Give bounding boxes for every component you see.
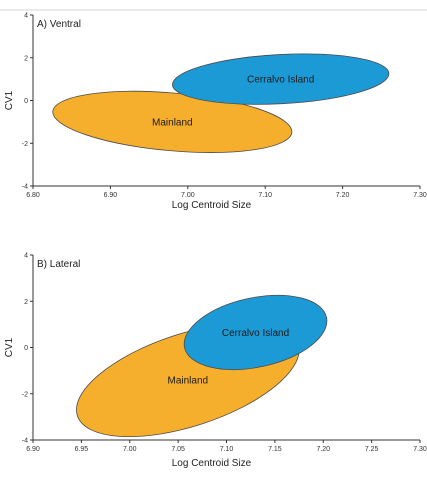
x-tick-label: 7.10 bbox=[220, 446, 234, 453]
y-tick-label: 4 bbox=[24, 13, 28, 20]
x-tick-label: 7.20 bbox=[336, 192, 350, 199]
x-tick-label: 7.20 bbox=[316, 446, 330, 453]
panel-title: A) Ventral bbox=[37, 19, 81, 30]
panel-title: B) Lateral bbox=[37, 259, 80, 270]
y-tick-label: -2 bbox=[22, 391, 28, 398]
x-tick-label: 6.90 bbox=[26, 446, 40, 453]
y-tick-label: -2 bbox=[22, 141, 28, 148]
cerralvo-island-label: Cerralvo Island bbox=[222, 328, 289, 339]
x-tick-label: 6.90 bbox=[104, 192, 118, 199]
y-tick-label: 2 bbox=[24, 299, 28, 306]
x-axis-label: Log Centroid Size bbox=[172, 200, 252, 211]
x-axis-label: Log Centroid Size bbox=[172, 458, 252, 469]
panel-lateral: Mainland Cerralvo Island 6.90 6.95 7.00 7.05 7… bbox=[4, 253, 427, 470]
mainland-label: Mainland bbox=[168, 375, 209, 386]
x-tick-label: 7.30 bbox=[413, 192, 427, 199]
y-tick-label: -4 bbox=[22, 438, 28, 445]
x-tick-label: 7.10 bbox=[258, 192, 272, 199]
y-tick-label: 2 bbox=[24, 55, 28, 62]
x-tick-label: 7.30 bbox=[413, 446, 427, 453]
y-tick-label: 4 bbox=[24, 253, 28, 260]
y-axis-label: CV1 bbox=[4, 337, 15, 357]
x-tick-label: 7.00 bbox=[123, 446, 137, 453]
x-tick-label: 7.05 bbox=[171, 446, 185, 453]
panel-ventral: Mainland Cerralvo Island 6.80 6.90 7.00 7.10 7… bbox=[4, 13, 427, 212]
x-tick-label: 6.80 bbox=[26, 192, 40, 199]
y-axis-label: CV1 bbox=[4, 90, 15, 110]
y-tick-label: -4 bbox=[22, 184, 28, 191]
y-tick-label: 0 bbox=[24, 98, 28, 105]
cerralvo-island-ellipse bbox=[183, 294, 328, 371]
y-tick-label: 0 bbox=[24, 345, 28, 352]
mainland-ellipse bbox=[52, 90, 293, 153]
cerralvo-island-ellipse bbox=[172, 53, 390, 105]
x-tick-label: 6.95 bbox=[75, 446, 89, 453]
x-tick-label: 7.00 bbox=[181, 192, 195, 199]
mainland-label: Mainland bbox=[152, 117, 193, 128]
x-tick-label: 7.15 bbox=[268, 446, 282, 453]
x-tick-label: 7.25 bbox=[365, 446, 379, 453]
cerralvo-island-label: Cerralvo Island bbox=[247, 75, 314, 86]
